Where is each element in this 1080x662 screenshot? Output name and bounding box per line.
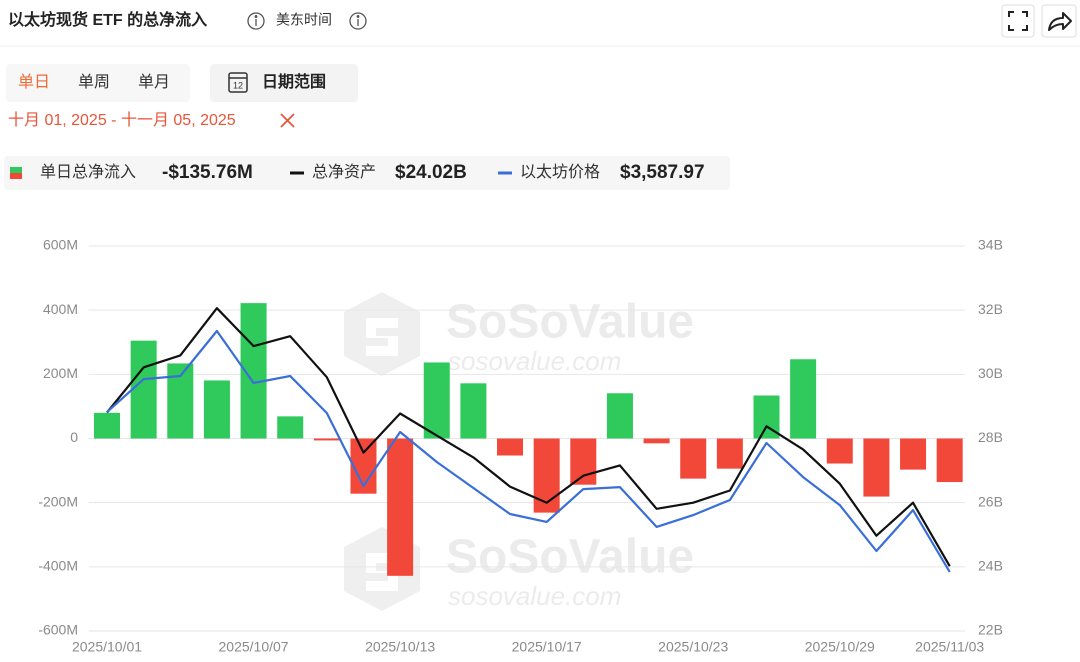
watermark-logo (344, 292, 420, 376)
legend-value: $24.02B (395, 162, 467, 183)
legend-value: $3,587.97 (620, 162, 705, 183)
date-range: 十月 01, 2025 - 十一月 05, 2025 (8, 111, 236, 129)
calendar-day: 12 (233, 80, 243, 90)
tab[interactable]: 单日 (18, 73, 50, 91)
legend-label: 总净资产 (312, 163, 376, 181)
y2-tick-label: 24B (978, 558, 1003, 574)
y2-tick-label: 26B (978, 493, 1003, 509)
bar (130, 340, 157, 439)
bar (790, 359, 817, 439)
legend-bg (4, 156, 730, 190)
bar (94, 412, 121, 439)
watermark-url: sosovalue.com (448, 346, 621, 376)
legend-value: -$135.76M (162, 162, 253, 183)
tab[interactable]: 单月 (138, 73, 170, 91)
bar (606, 393, 633, 439)
y2-tick-label: 34B (978, 237, 1003, 253)
watermark-brand: SoSoValue (446, 531, 694, 584)
date-range-label: 日期范围 (262, 72, 326, 91)
bar (826, 438, 853, 464)
bar (423, 362, 450, 439)
bar (313, 438, 340, 441)
bar (643, 438, 670, 444)
x-tick-label: 2025/10/29 (805, 639, 875, 655)
page-title: 以太坊现货 ETF 的总净流入 (8, 10, 207, 29)
bar (460, 383, 487, 439)
legend-label: 以太坊价格 (520, 163, 600, 181)
y-tick-label: -200M (38, 493, 78, 509)
line (106, 307, 951, 567)
y2-tick-label: 22B (978, 622, 1003, 638)
x-tick-label: 2025/10/13 (365, 639, 435, 655)
info-icon[interactable] (349, 12, 367, 30)
y2-tick-label: 32B (978, 301, 1003, 317)
bar (680, 438, 707, 479)
fullscreen-button[interactable] (1001, 4, 1035, 38)
legend-marker (10, 173, 22, 179)
y2-tick-label: 28B (978, 429, 1003, 445)
y2-tick-label: 30B (978, 365, 1003, 381)
y-tick-label: 0 (70, 429, 78, 445)
legend-marker (10, 167, 22, 173)
bar (900, 438, 927, 470)
y-tick-label: 400M (43, 301, 78, 317)
y-tick-label: 600M (43, 237, 78, 253)
x-tick-label: 2025/10/23 (658, 639, 728, 655)
bar (570, 438, 597, 485)
legend-label: 单日总净流入 (40, 163, 136, 181)
tab-bar (6, 64, 190, 102)
x-tick-label: 2025/10/01 (72, 639, 142, 655)
x-tick-label: 2025/10/17 (512, 639, 582, 655)
timezone: 美东时间 (276, 12, 332, 28)
bar (936, 438, 963, 483)
x-tick-label: 2025/10/07 (219, 639, 289, 655)
line (106, 329, 951, 573)
y-tick-label: -400M (38, 558, 78, 574)
bar (497, 438, 524, 456)
y-tick-label: 200M (43, 365, 78, 381)
bar (716, 438, 743, 469)
x-tick-label: 2025/11/03 (915, 639, 984, 655)
clear-date-range[interactable] (280, 113, 295, 128)
watermark-logo (366, 318, 398, 356)
tab[interactable]: 单周 (78, 73, 110, 91)
watermark-brand: SoSoValue (446, 296, 694, 349)
bar (533, 438, 560, 513)
bar (387, 438, 414, 576)
watermark-url: sosovalue.com (448, 581, 621, 611)
bar (203, 380, 230, 439)
bar (863, 438, 890, 497)
share-button[interactable] (1041, 4, 1077, 38)
info-icon[interactable] (247, 12, 265, 30)
bar (277, 416, 304, 439)
y-tick-label: -600M (38, 622, 78, 638)
date-range-button[interactable]: 12 日期范围 (210, 64, 358, 102)
